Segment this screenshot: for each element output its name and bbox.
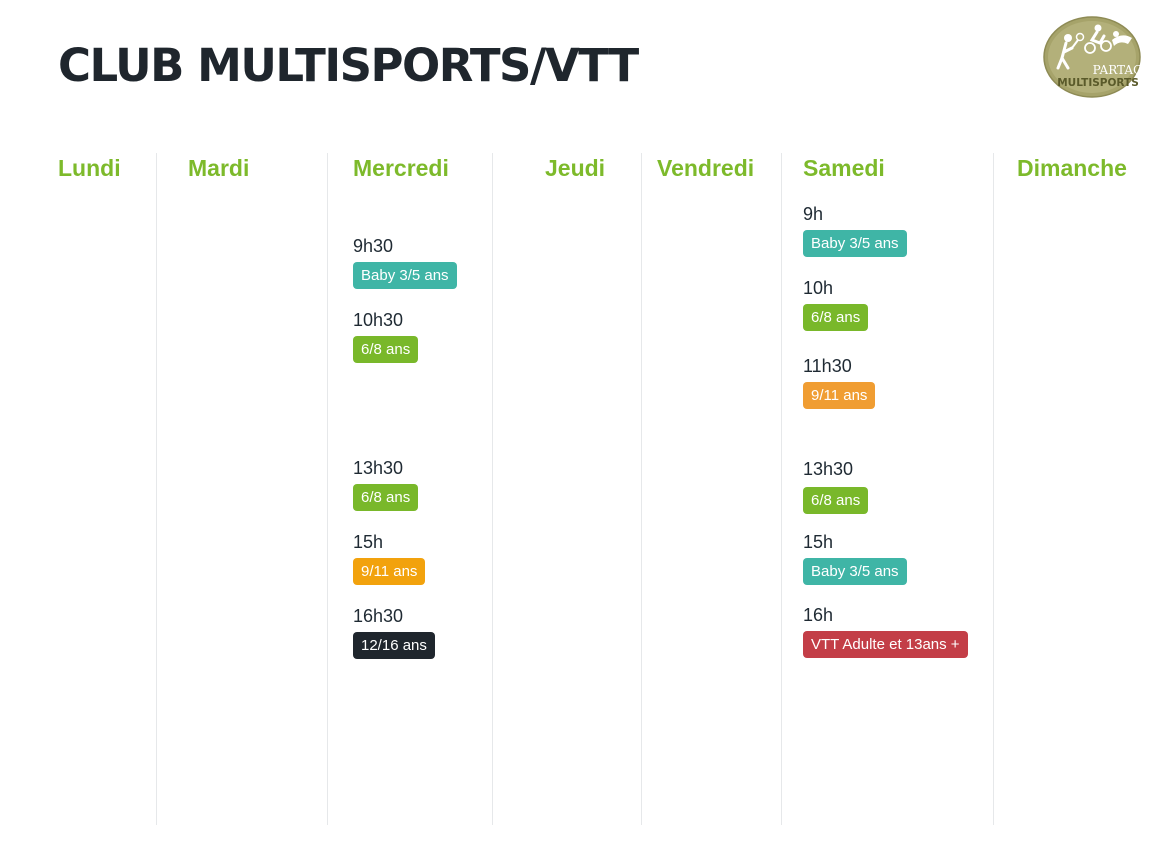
session-time: 13h30 (803, 459, 854, 479)
day-column-samedi: Samedi 9h Baby 3/5 ans 10h 6/8 ans 11h30… (781, 153, 993, 825)
session-tag[interactable]: 12/16 ans (353, 632, 435, 659)
day-heading-jeudi: Jeudi (545, 155, 606, 181)
session-time: 13h30 (353, 458, 404, 478)
logo-text-multisports: MULTISPORTS (1057, 77, 1139, 89)
session-time: 9h30 (353, 236, 394, 256)
page-title: CLUB MULTISPORTS/VTT (58, 39, 639, 92)
session-tag[interactable]: 9/11 ans (353, 558, 426, 585)
session-time: 9h (803, 204, 824, 224)
session-tag[interactable]: Baby 3/5 ans (803, 230, 907, 257)
logo-text-partage: PARTAGE (1093, 63, 1144, 77)
session-tag[interactable]: VTT Adulte et 13ans + (803, 631, 968, 658)
day-column-dimanche: Dimanche (993, 153, 1144, 825)
day-heading-samedi: Samedi (803, 155, 885, 181)
day-column-vendredi: Vendredi (641, 153, 781, 825)
session-time: 16h30 (353, 606, 404, 626)
day-column-jeudi: Jeudi (492, 153, 641, 825)
day-column-lundi: Lundi (58, 153, 155, 825)
day-heading-mardi: Mardi (188, 155, 250, 181)
day-column-mercredi: Mercredi 9h30 Baby 3/5 ans 10h30 6/8 ans… (327, 153, 492, 825)
session-tag[interactable]: 6/8 ans (803, 487, 869, 514)
day-heading-mercredi: Mercredi (353, 155, 449, 181)
session-time: 15h (803, 532, 834, 552)
session-tag[interactable]: Baby 3/5 ans (353, 262, 457, 289)
session-tag[interactable]: 6/8 ans (353, 484, 419, 511)
session-tag[interactable]: 6/8 ans (803, 304, 869, 331)
session-time: 11h30 (803, 356, 852, 376)
session-time: 15h (353, 532, 384, 552)
sports-silhouettes-logo-icon: PARTAGE MULTISPORTS (1043, 16, 1151, 98)
session-tag[interactable]: 9/11 ans (803, 382, 876, 409)
day-heading-vendredi: Vendredi (657, 155, 755, 181)
session-time: 10h (803, 278, 834, 298)
session-time: 10h30 (353, 310, 404, 330)
day-column-mardi: Mardi (156, 153, 327, 825)
session-tag[interactable]: Baby 3/5 ans (803, 558, 907, 585)
session-tag[interactable]: 6/8 ans (353, 336, 419, 363)
session-time: 16h (803, 605, 834, 625)
day-heading-dimanche: Dimanche (1017, 155, 1127, 181)
partage-multisports-logo: PARTAGE MULTISPORTS (1040, 10, 1151, 100)
day-heading-lundi: Lundi (58, 155, 121, 181)
